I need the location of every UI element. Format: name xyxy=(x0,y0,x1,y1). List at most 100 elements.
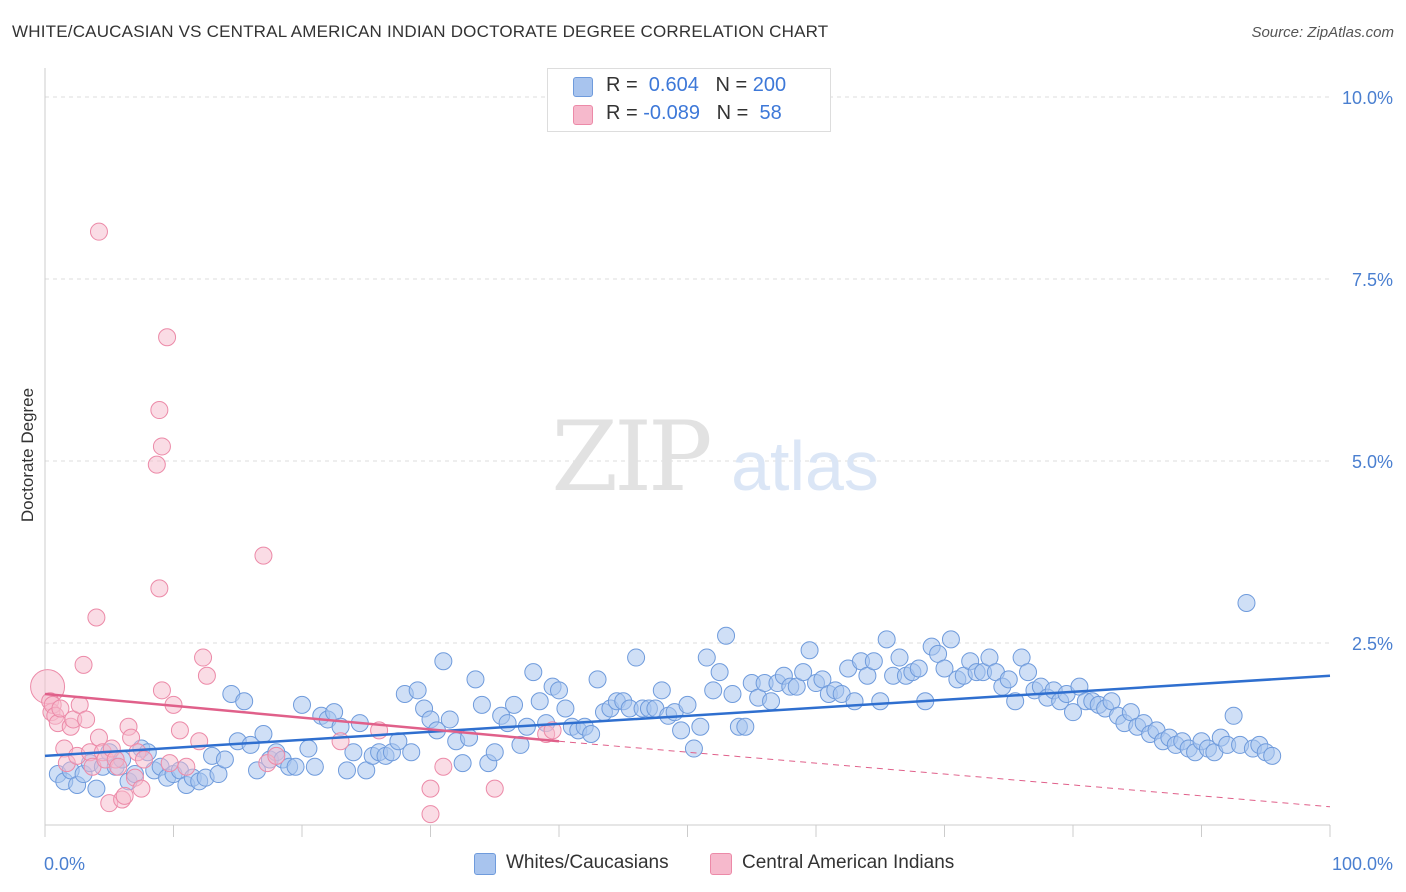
point-whites xyxy=(1064,703,1082,722)
bottom-legend-swatch-pink xyxy=(710,853,732,875)
point-central-american-indians xyxy=(150,579,169,598)
legend-swatch-blue xyxy=(573,77,593,97)
point-central-american-indians xyxy=(197,666,216,685)
point-central-american-indians xyxy=(434,757,453,776)
point-central-american-indians xyxy=(152,437,171,456)
legend-r-label: R = xyxy=(606,74,644,96)
point-whites xyxy=(472,695,491,714)
point-central-american-indians xyxy=(194,648,213,667)
y-tick-label: 10.0% xyxy=(1342,88,1393,108)
chart-title: WHITE/CAUCASIAN VS CENTRAL AMERICAN INDI… xyxy=(12,22,829,41)
y-axis-label: Doctorate Degree xyxy=(18,388,37,522)
y-tick-label: 2.5% xyxy=(1352,634,1393,654)
legend-n-label: N = xyxy=(715,74,753,96)
legend-r-label: R = xyxy=(606,102,644,124)
point-whites xyxy=(530,692,549,711)
point-whites xyxy=(524,663,543,682)
point-central-american-indians xyxy=(158,328,177,347)
point-whites xyxy=(1224,706,1243,725)
point-whites xyxy=(588,670,607,689)
grid-lines xyxy=(45,96,1330,644)
legend-n-value: 58 xyxy=(753,102,782,124)
point-central-american-indians xyxy=(267,746,286,765)
point-central-american-indians xyxy=(331,732,350,751)
point-whites xyxy=(434,652,453,671)
point-whites xyxy=(87,779,106,798)
point-whites xyxy=(710,663,729,682)
bottom-legend: Whites/Caucasians Central American India… xyxy=(0,852,1406,878)
point-central-american-indians xyxy=(170,721,189,740)
legend-n-value: 200 xyxy=(752,74,787,96)
y-tick-label: 5.0% xyxy=(1352,452,1393,472)
point-whites xyxy=(344,743,363,762)
point-whites xyxy=(550,681,568,700)
point-whites xyxy=(582,725,601,743)
point-central-american-indians xyxy=(147,455,166,474)
point-central-american-indians xyxy=(543,721,562,740)
point-whites xyxy=(254,725,273,743)
point-whites xyxy=(678,695,697,714)
point-whites xyxy=(652,681,671,700)
point-central-american-indians xyxy=(421,805,440,824)
trend-line-central-american-indians xyxy=(44,692,560,743)
bottom-legend-label: Whites/Caucasians xyxy=(506,852,669,873)
point-central-american-indians xyxy=(109,757,128,776)
point-whites xyxy=(762,692,781,711)
point-whites xyxy=(1237,593,1256,612)
x-tick-label-min: 0.0% xyxy=(44,854,85,874)
point-whites xyxy=(1019,663,1038,682)
point-whites xyxy=(909,659,928,678)
series-central-american-indians-points xyxy=(30,222,562,824)
point-whites xyxy=(485,743,504,762)
point-whites xyxy=(1263,746,1282,765)
point-central-american-indians xyxy=(74,655,93,674)
source-credit: Source: ZipAtlas.com xyxy=(1251,24,1394,41)
point-whites xyxy=(941,630,960,649)
legend-swatch-pink xyxy=(573,105,593,125)
legend-r-value: 0.604 xyxy=(643,74,699,96)
point-whites xyxy=(402,743,421,762)
bottom-legend-label: Central American Indians xyxy=(742,852,955,873)
point-central-american-indians xyxy=(421,779,440,798)
point-whites xyxy=(337,761,356,780)
point-whites xyxy=(736,717,755,736)
point-central-american-indians xyxy=(51,699,70,718)
y-tick-label: 7.5% xyxy=(1352,270,1393,290)
x-axis-ticks: 0.0% 100.0% xyxy=(44,854,1393,874)
point-central-american-indians xyxy=(87,608,106,627)
trend-line-central-american-indians-extension xyxy=(558,740,1331,808)
legend: R = 0.604 N = 200 R = -0.089 N = 58 xyxy=(547,68,831,132)
point-whites xyxy=(215,750,234,769)
point-whites xyxy=(717,626,736,645)
point-central-american-indians xyxy=(485,779,504,798)
point-whites xyxy=(704,681,723,700)
point-whites xyxy=(235,692,254,711)
point-whites xyxy=(871,692,890,711)
point-central-american-indians xyxy=(254,546,273,565)
point-whites xyxy=(877,630,896,649)
x-tick-label-max: 100.0% xyxy=(1332,854,1393,874)
point-whites xyxy=(864,652,883,671)
point-whites xyxy=(999,670,1018,689)
point-whites xyxy=(800,641,819,660)
legend-n-label: N = xyxy=(716,102,754,124)
point-whites xyxy=(293,695,311,714)
point-whites xyxy=(627,648,646,667)
point-whites xyxy=(241,735,260,754)
point-whites xyxy=(890,648,909,667)
point-whites xyxy=(511,735,530,754)
point-central-american-indians xyxy=(160,754,179,773)
watermark: ZIP atlas xyxy=(551,401,879,513)
trend-line-whites xyxy=(44,674,1331,758)
legend-row-whites: R = 0.604 N = 200 xyxy=(548,71,830,101)
legend-row-central-american-indians: R = -0.089 N = 58 xyxy=(548,99,830,129)
point-whites xyxy=(845,692,864,711)
trend-lines xyxy=(44,674,1331,808)
point-whites xyxy=(691,717,710,736)
watermark-zip: ZIP xyxy=(551,401,710,513)
point-whites xyxy=(935,659,954,678)
point-whites xyxy=(684,739,703,758)
point-whites xyxy=(440,710,459,729)
point-central-american-indians xyxy=(132,779,151,798)
